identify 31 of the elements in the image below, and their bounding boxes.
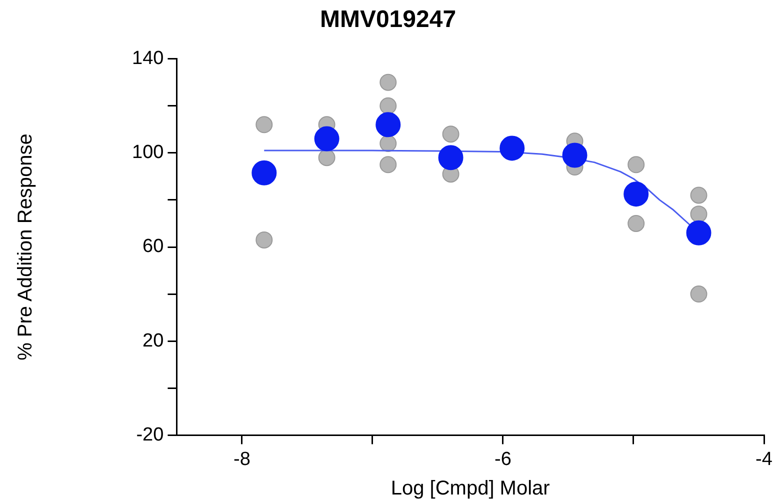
y-axis-title: % Pre Addition Response xyxy=(14,134,37,360)
point xyxy=(628,214,645,232)
point xyxy=(628,156,645,174)
point xyxy=(690,186,708,204)
point xyxy=(690,206,708,223)
point xyxy=(314,126,340,152)
x-tick-label: -4 xyxy=(756,448,773,470)
y-tick-label: -20 xyxy=(136,424,164,446)
y-tick-label: 100 xyxy=(132,142,164,164)
y-tick-label: 60 xyxy=(142,236,164,258)
point xyxy=(686,220,712,246)
point xyxy=(318,149,336,166)
point xyxy=(690,286,708,303)
point xyxy=(256,231,273,248)
point xyxy=(500,136,525,161)
point xyxy=(562,142,588,168)
point xyxy=(256,116,273,134)
point xyxy=(442,126,460,143)
x-tick-label: -8 xyxy=(234,448,250,470)
point xyxy=(380,74,397,91)
chart-title: MMV019247 xyxy=(320,6,456,34)
point xyxy=(438,145,464,170)
x-axis-title: Log [Cmpd] Molar xyxy=(390,478,550,500)
y-tick-label: 20 xyxy=(142,330,164,352)
point xyxy=(376,112,401,138)
point xyxy=(624,182,649,207)
point xyxy=(252,160,277,186)
y-tick-label: 140 xyxy=(132,48,164,70)
point xyxy=(380,97,397,114)
x-tick-label: -6 xyxy=(494,448,512,470)
point xyxy=(380,156,397,174)
